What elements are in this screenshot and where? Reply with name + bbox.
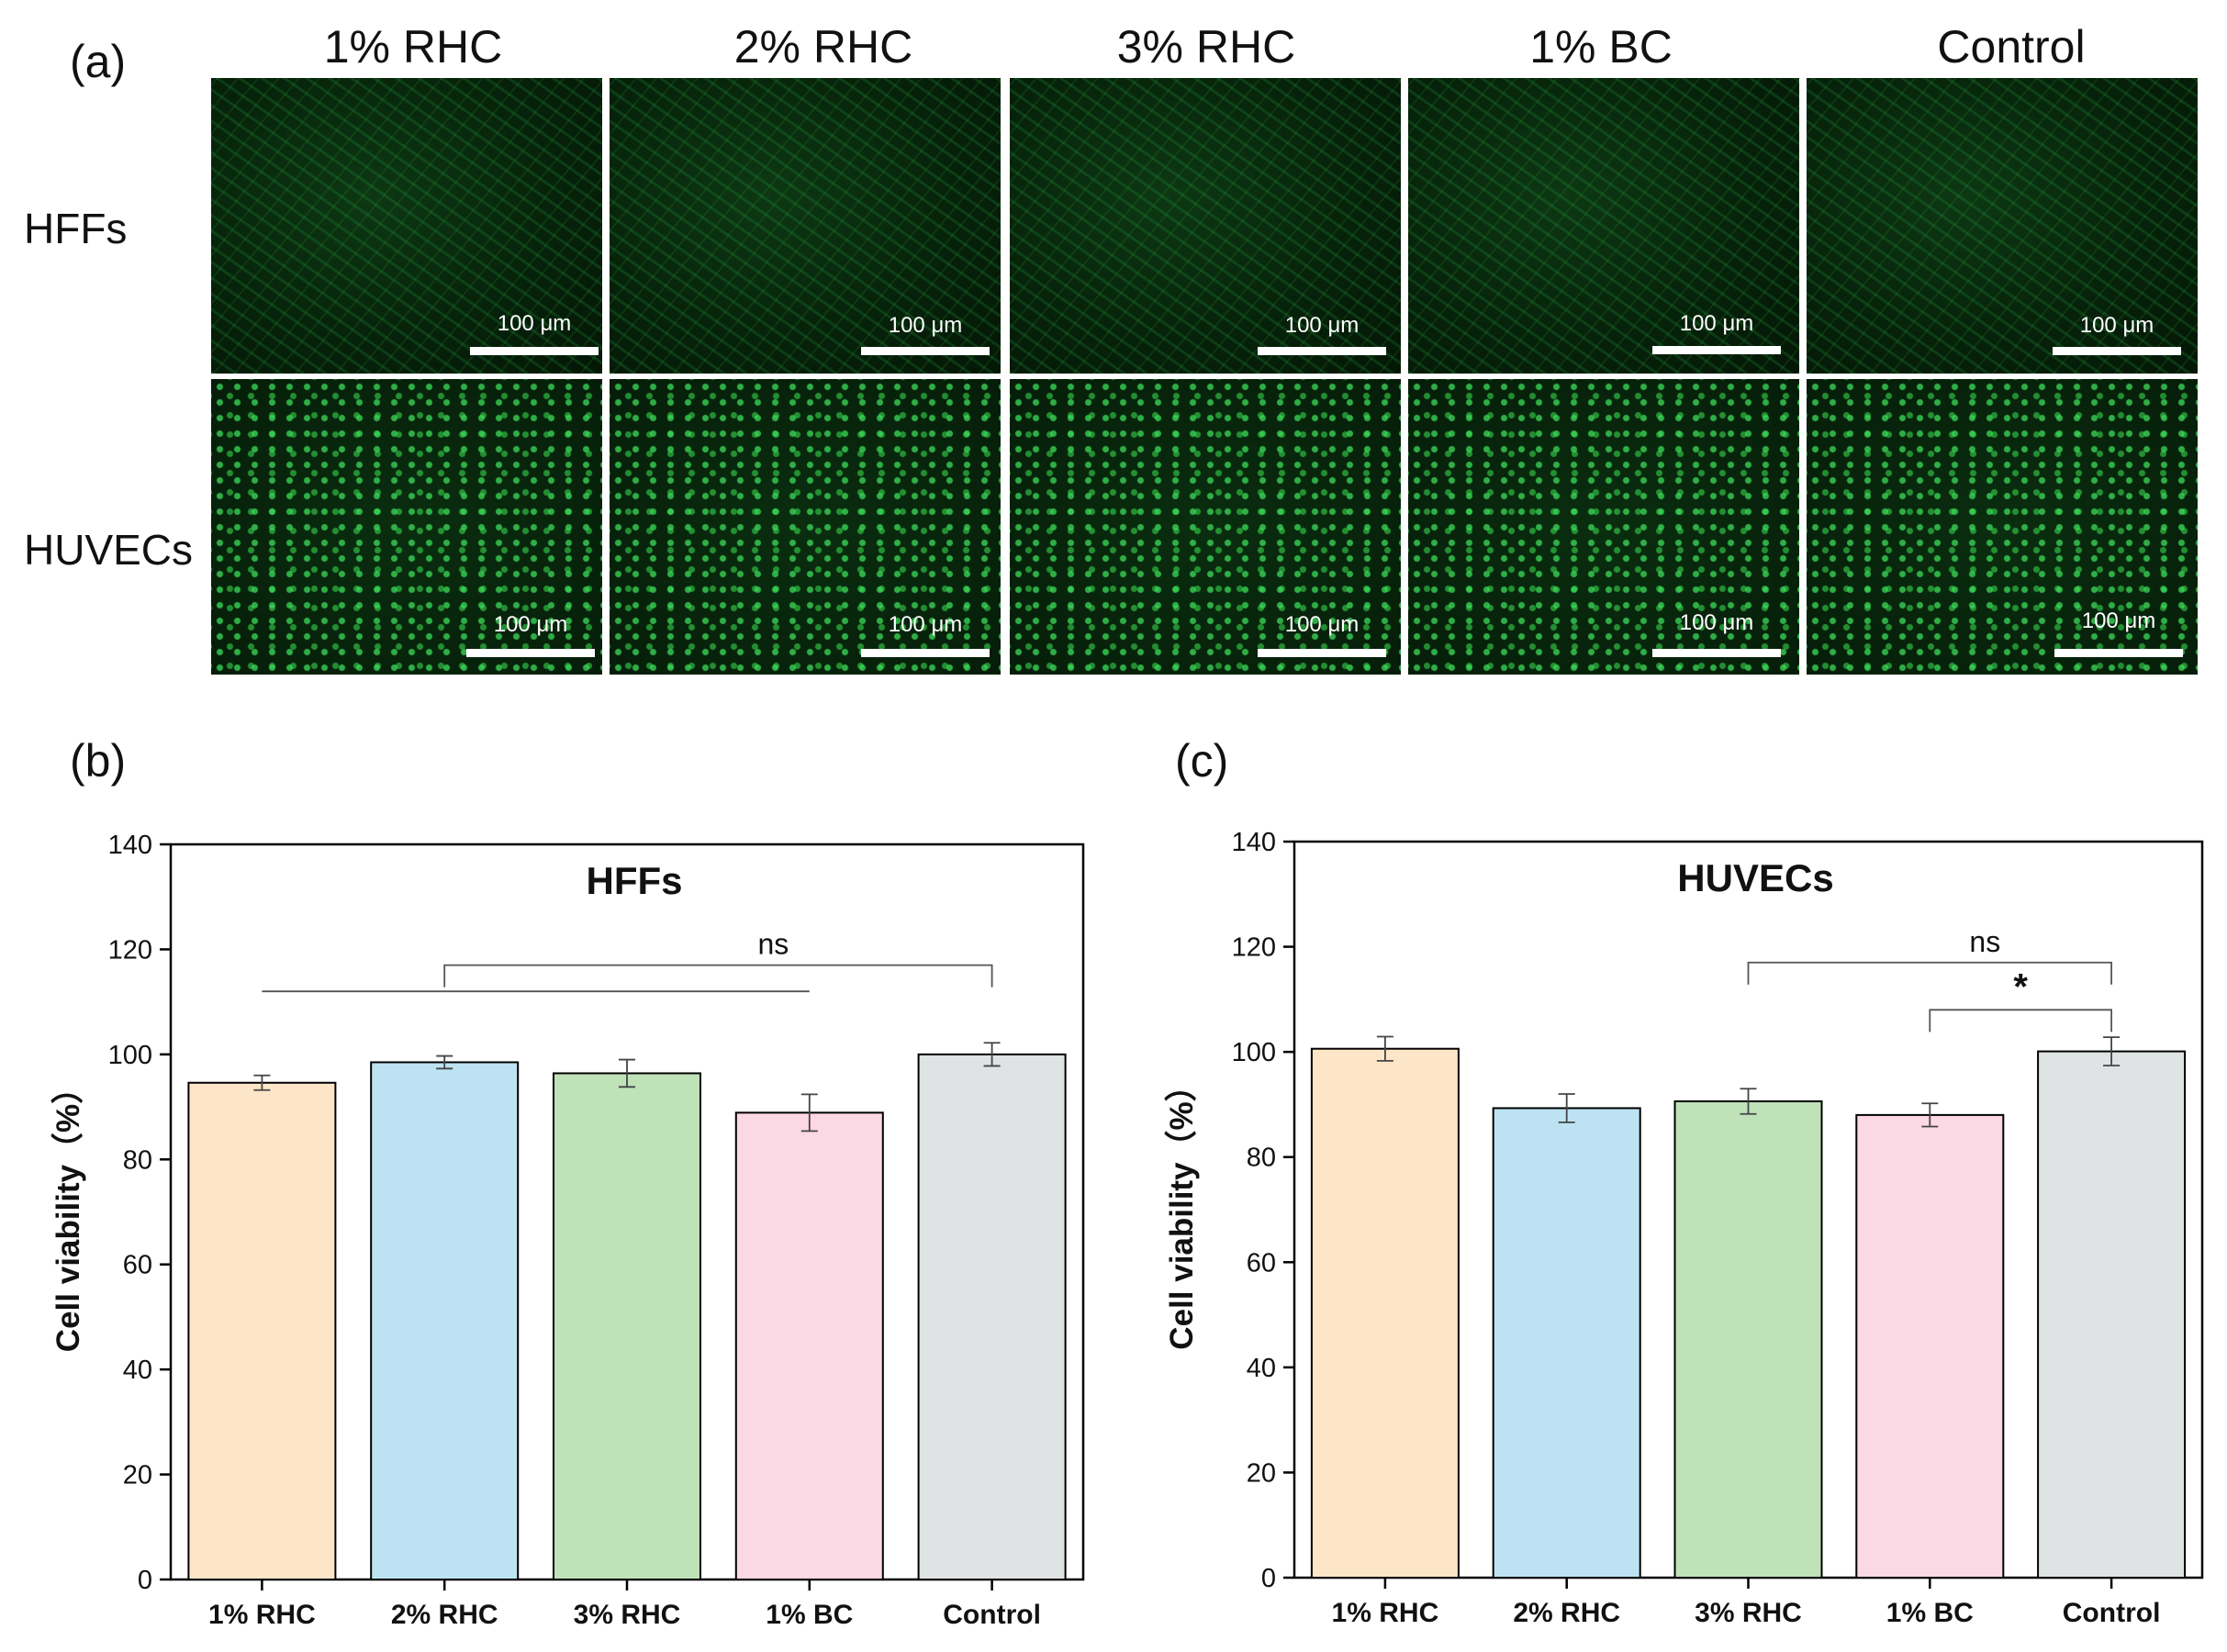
y-tick-label: 120 <box>108 935 152 965</box>
panel-a-letter: (a) <box>70 36 127 87</box>
y-tick-label: 100 <box>108 1041 152 1070</box>
x-tick-label: 2% RHC <box>1513 1598 1620 1628</box>
micrograph-huvecs-1pct-bc: 100 μm <box>1408 379 1799 675</box>
x-tick-label: 1% BC <box>766 1600 853 1630</box>
bar-2 <box>370 1061 520 1581</box>
scale-bar-label: 100 μm <box>1284 612 1360 637</box>
y-tick-label: 0 <box>1261 1564 1276 1593</box>
y-tick-label: 100 <box>1232 1038 1276 1067</box>
scale-bar-label: 100 μm <box>497 311 572 336</box>
micrograph-huvecs-control: 100 μm <box>1807 379 2198 675</box>
micrograph-hffs-2pct-rhc: 100 μm <box>610 78 1001 374</box>
y-tick-label: 80 <box>123 1145 152 1175</box>
micrograph-hffs-1pct-rhc: 100 μm <box>211 78 602 374</box>
scale-bar-label: 100 μm <box>1284 313 1360 338</box>
bar-5 <box>917 1053 1067 1581</box>
y-tick-label: 140 <box>108 831 152 860</box>
x-tick-label: 3% RHC <box>1695 1598 1802 1628</box>
scale-bar <box>1258 347 1386 355</box>
column-title-3: 3% RHC <box>1116 21 1296 73</box>
scale-bar <box>2053 347 2181 355</box>
scale-bar-label: 100 μm <box>2081 608 2156 633</box>
micrograph-hffs-1pct-bc: 100 μm <box>1408 78 1799 374</box>
x-tick-label: Control <box>943 1600 1041 1630</box>
y-tick-label: 40 <box>1247 1354 1276 1383</box>
y-tick-label: 60 <box>123 1251 152 1280</box>
micrograph-huvecs-2pct-rhc: 100 μm <box>610 379 1001 675</box>
y-tick-label: 0 <box>138 1566 152 1595</box>
y-tick-label: 120 <box>1232 933 1276 963</box>
scale-bar <box>470 347 599 355</box>
chart-title: HFFs <box>587 859 683 902</box>
panel-c-letter: (c) <box>1175 735 1229 787</box>
y-tick-label: 80 <box>1247 1144 1276 1173</box>
y-tick-label: 20 <box>1247 1458 1276 1488</box>
scale-bar-label: 100 μm <box>1679 610 1754 635</box>
chart-title: HUVECs <box>1677 856 1833 899</box>
x-tick-label: 1% RHC <box>1332 1598 1439 1628</box>
micrograph-huvecs-3pct-rhc: 100 μm <box>1010 379 1401 675</box>
bar-3 <box>1673 1099 1823 1579</box>
y-tick-label: 20 <box>123 1461 152 1490</box>
scale-bar-label: 100 μm <box>888 612 963 637</box>
micrograph-huvecs-1pct-rhc: 100 μm <box>211 379 602 675</box>
y-tick-label: 60 <box>1247 1248 1276 1278</box>
x-tick-label: 3% RHC <box>574 1600 681 1630</box>
y-axis-label: Cell viability（%） <box>50 1072 86 1352</box>
x-tick-label: 2% RHC <box>391 1600 498 1630</box>
y-tick-label: 140 <box>1232 828 1276 857</box>
bar-1 <box>187 1081 337 1580</box>
scale-bar-label: 100 μm <box>888 313 963 338</box>
x-tick-label: Control <box>2063 1598 2161 1628</box>
scale-bar-label: 100 μm <box>1679 311 1754 336</box>
scale-bar <box>466 649 595 657</box>
column-title-5: Control <box>1937 21 2086 73</box>
scale-bar <box>1652 649 1781 657</box>
chart-hffs-viability: 0 20 40 60 80 100 120 140 HFFs Cell viability（%） 1… <box>50 831 1085 1630</box>
bar-4 <box>734 1111 884 1580</box>
significance-bracket <box>1929 1009 2112 1032</box>
scale-bar <box>861 649 990 657</box>
scale-bar <box>2054 649 2183 657</box>
chart-huvecs-viability: 0 20 40 60 80 100 120 140 HUVECs Cell viability（%… <box>1164 828 2204 1628</box>
significance-label: ns <box>758 928 789 961</box>
x-tick-label: 1% RHC <box>208 1600 316 1630</box>
micrograph-hffs-control: 100 μm <box>1807 78 2198 374</box>
y-axis-label: Cell viability（%） <box>1164 1069 1200 1349</box>
bar-4 <box>1855 1113 2005 1579</box>
scale-bar <box>1258 649 1386 657</box>
panel-b-letter: (b) <box>70 735 127 787</box>
column-title-1: 1% RHC <box>323 21 503 73</box>
significance-label: * <box>2013 966 2028 1007</box>
scale-bar-label: 100 μm <box>2079 313 2154 338</box>
y-tick-label: 40 <box>123 1356 152 1385</box>
significance-bracket <box>1747 961 2112 985</box>
scale-bar <box>1652 346 1781 354</box>
row-label-hffs: HFFs <box>24 205 128 252</box>
micrograph-hffs-3pct-rhc: 100 μm <box>1010 78 1401 374</box>
scale-bar <box>861 347 990 355</box>
x-tick-label: 1% BC <box>1886 1598 1974 1628</box>
bar-1 <box>1310 1047 1460 1579</box>
row-label-huvecs: HUVECs <box>24 526 194 574</box>
column-title-2: 2% RHC <box>733 21 913 73</box>
significance-bracket <box>443 964 993 988</box>
column-title-4: 1% BC <box>1529 21 1673 73</box>
significance-label: ns <box>1969 925 2000 958</box>
bar-5 <box>2037 1050 2187 1579</box>
bar-3 <box>553 1072 701 1580</box>
bar-2 <box>1492 1107 1641 1579</box>
scale-bar-label: 100 μm <box>493 612 568 637</box>
